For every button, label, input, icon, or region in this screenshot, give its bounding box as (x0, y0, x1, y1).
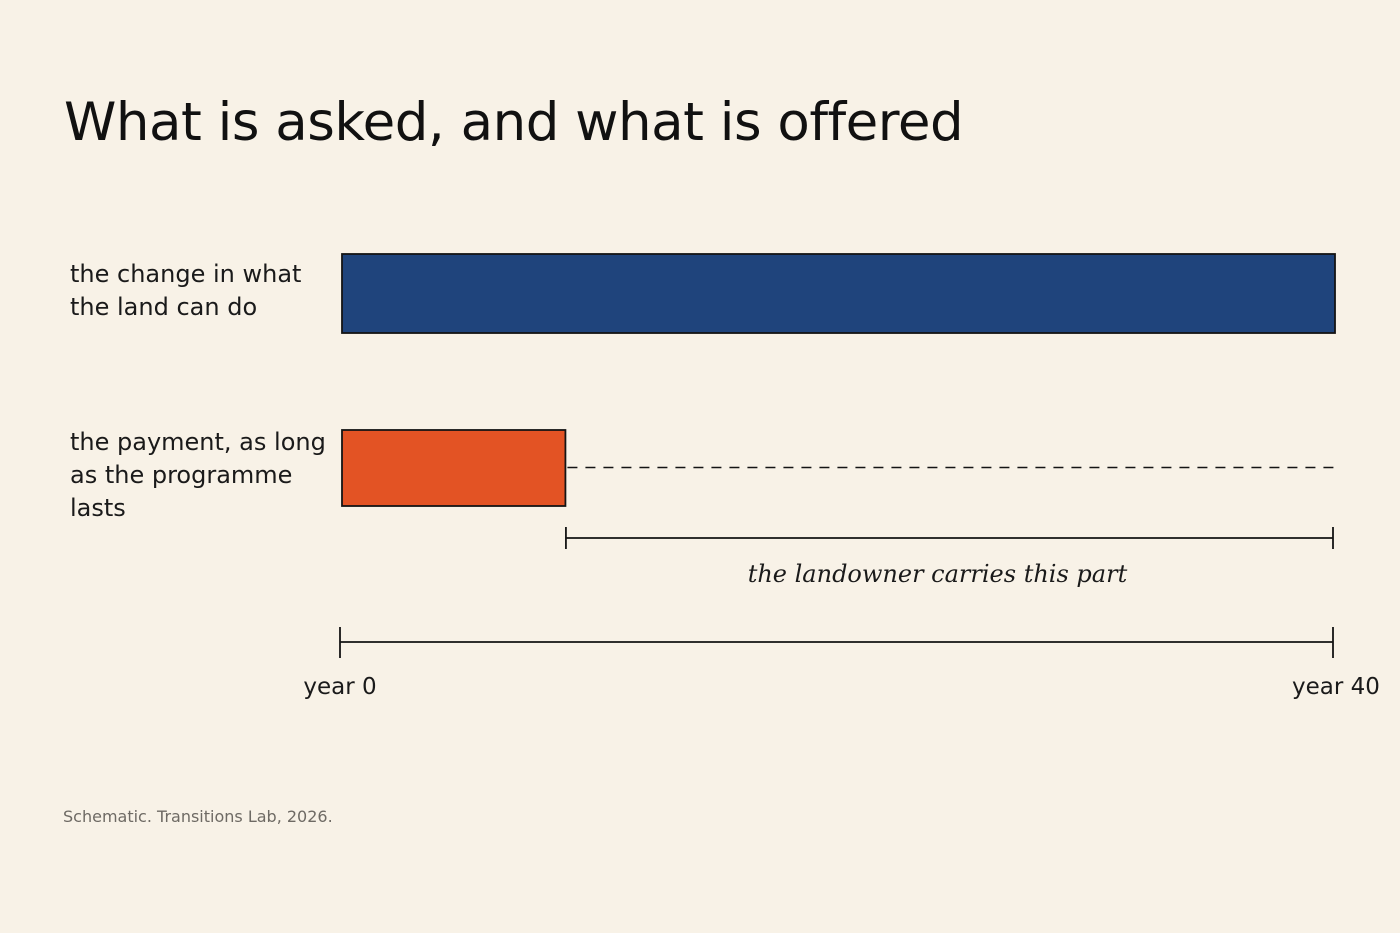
row-label-line: the payment, as long (70, 428, 326, 456)
row-label-line: the land can do (70, 293, 258, 321)
row-label-line: as the programme lasts (70, 461, 293, 522)
payment-bar (341, 429, 567, 507)
row-label-line: the change in what (70, 260, 302, 288)
land-change-bar (341, 253, 1336, 334)
time-axis-tick-label: year 0 (303, 674, 376, 700)
chart-title: What is asked, and what is offered (64, 92, 964, 153)
time-axis-tick-label: year 40 (1292, 674, 1380, 700)
row-label-payment: the payment, as long as the programme la… (70, 426, 345, 525)
row-label-land-change: the change in what the land can do (70, 258, 340, 324)
source-note: Schematic. Transitions Lab, 2026. (63, 807, 333, 826)
gap-bracket-label: the landowner carries this part (748, 560, 1128, 588)
